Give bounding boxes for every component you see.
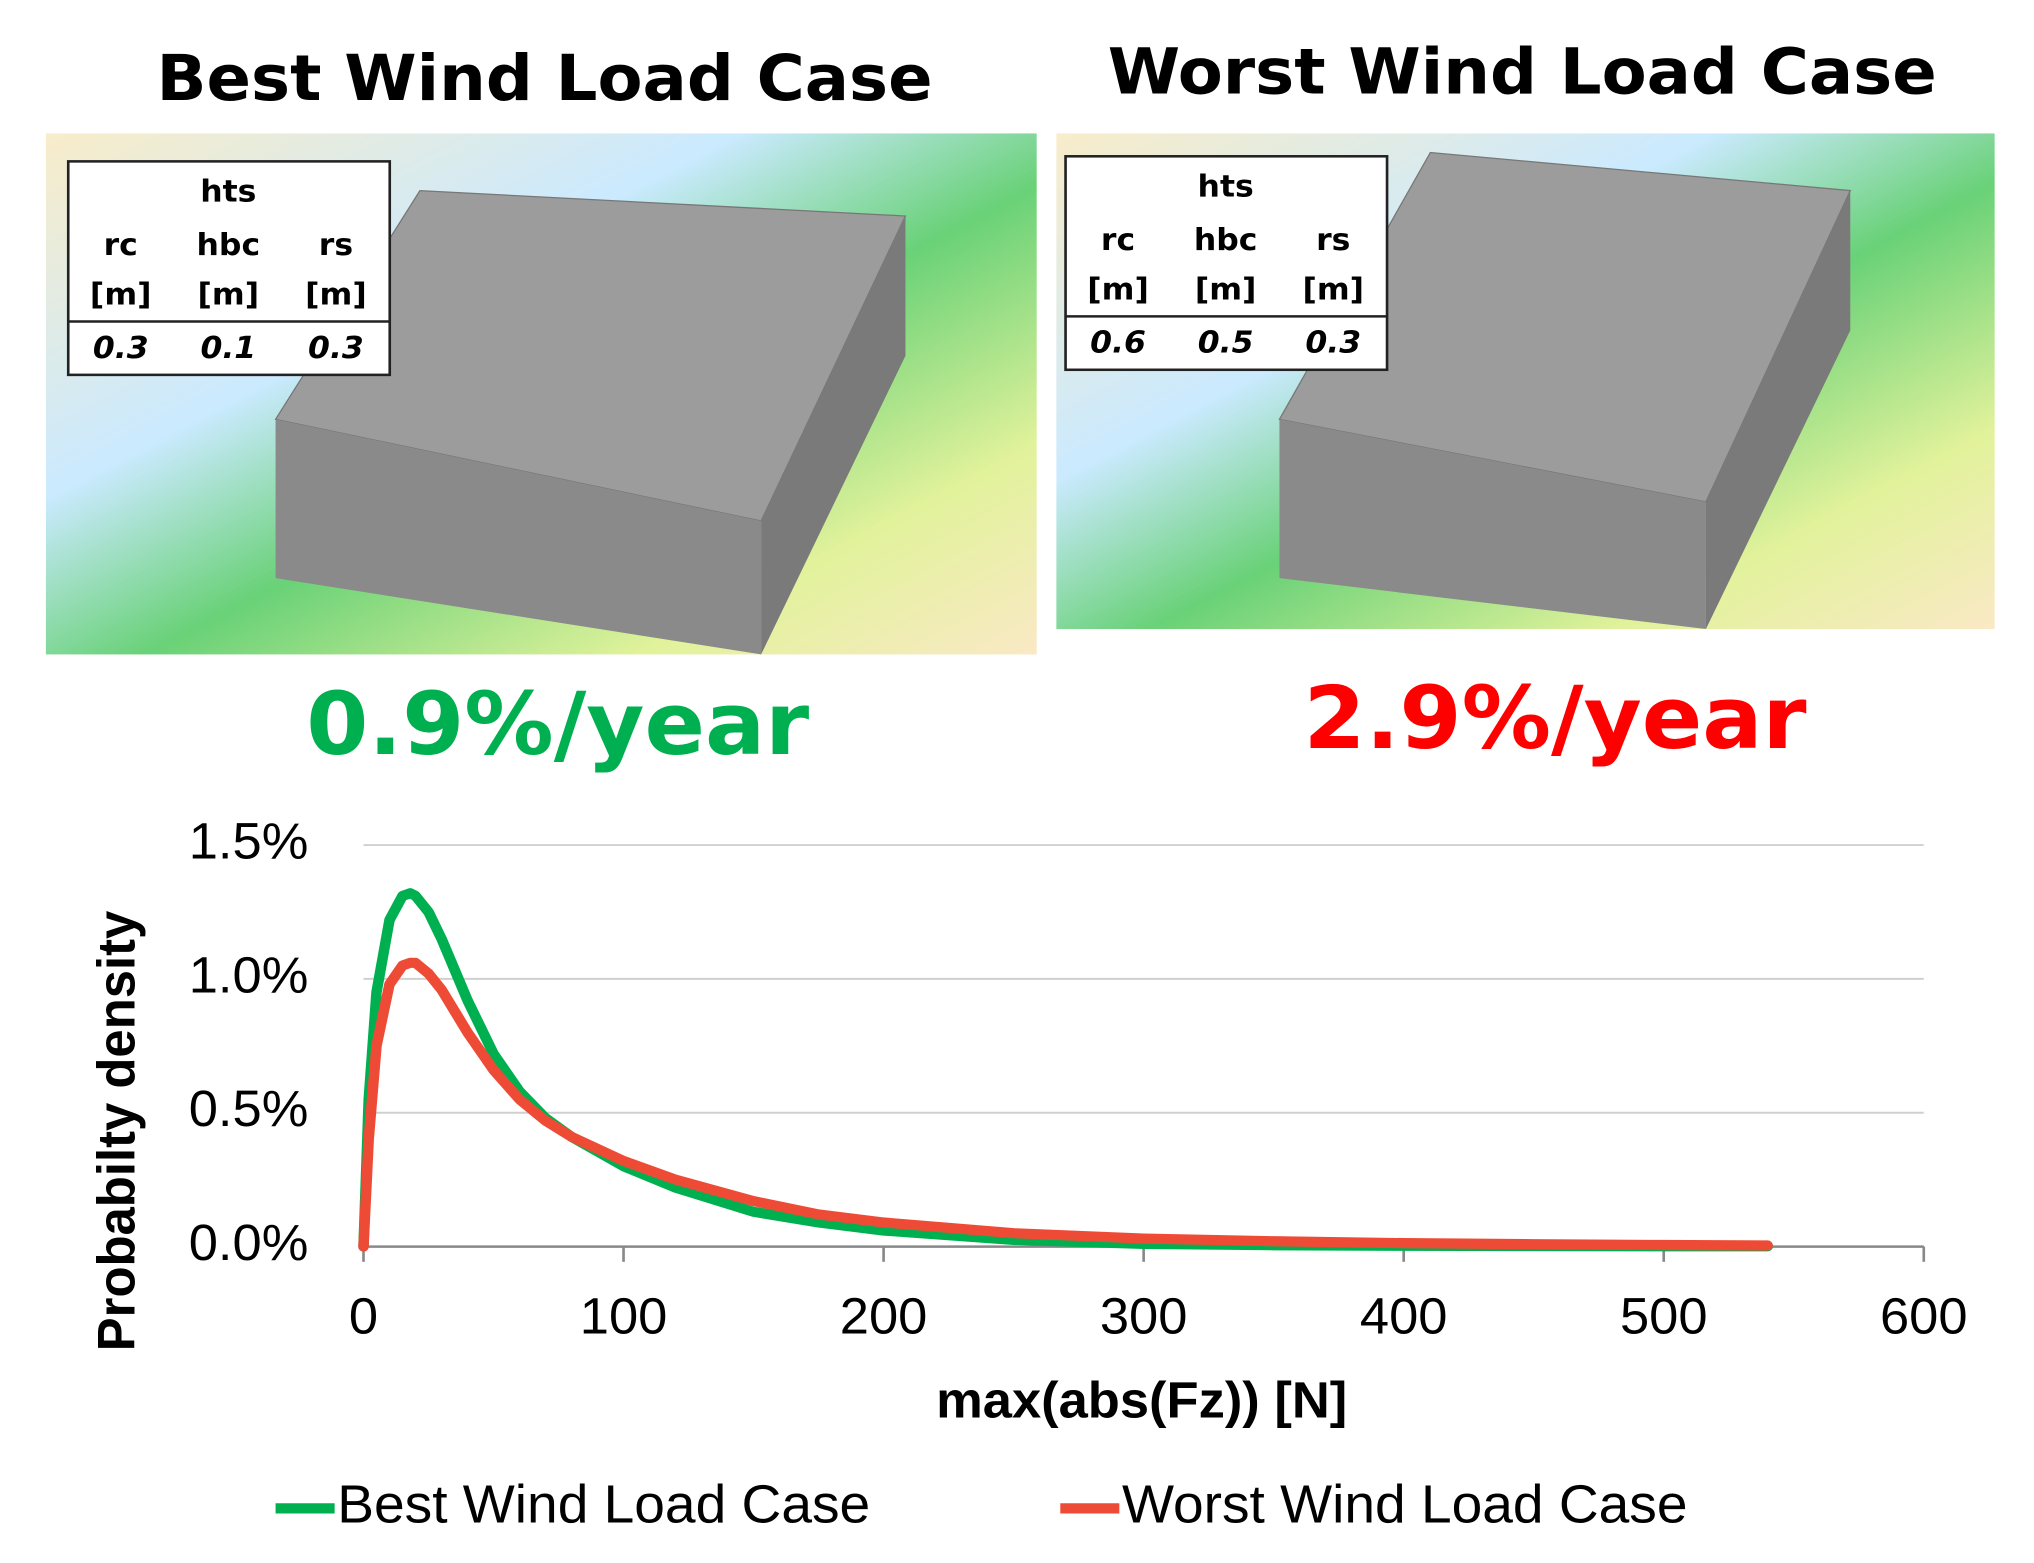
y-tick-label: 1.0% [189, 946, 309, 1003]
y-tick-label: 0.0% [189, 1214, 309, 1271]
y-axis-label: Probabilty density [87, 910, 146, 1351]
table-unit: [m] [305, 277, 367, 312]
table-unit: [m] [1087, 272, 1149, 307]
table-column: rc [1101, 222, 1135, 257]
table-value: 0.1 [200, 330, 256, 365]
table-unit: [m] [90, 277, 152, 312]
x-tick-label: 200 [840, 1287, 928, 1344]
panel-title: Best Wind Load Case [157, 42, 933, 116]
x-tick-label: 100 [580, 1287, 668, 1344]
table-group: hts [200, 174, 256, 209]
x-tick-label: 500 [1620, 1287, 1708, 1344]
figure: Best Wind Load Case hts rc [m] 0.3 hbc [m] 0.1 r… [0, 0, 2034, 1563]
series-line [363, 893, 1767, 1246]
x-tick-label: 600 [1880, 1287, 1968, 1344]
table-value: 0.3 [308, 330, 364, 365]
table-column: hbc [1194, 222, 1258, 257]
table-column: hbc [197, 227, 261, 262]
x-tick-label: 0 [349, 1287, 378, 1344]
rate: 2.9%/year [1304, 667, 1808, 768]
x-tick-label: 400 [1360, 1287, 1448, 1344]
table-column: rs [1316, 222, 1350, 257]
y-tick-label: 1.5% [189, 812, 309, 869]
table-value: 0.6 [1090, 325, 1146, 360]
x-tick-label: 300 [1100, 1287, 1188, 1344]
series-line [363, 963, 1767, 1247]
table-value: 0.5 [1198, 325, 1254, 360]
table-column: rc [104, 227, 138, 262]
legend-label: Best Wind Load Case [337, 1475, 870, 1534]
y-tick-label: 0.5% [189, 1080, 309, 1137]
table-value: 0.3 [93, 330, 149, 365]
legend-label: Worst Wind Load Case [1122, 1475, 1688, 1534]
table-group: hts [1198, 169, 1254, 204]
table-unit: [m] [1195, 272, 1257, 307]
table-column: rs [319, 227, 353, 262]
rate: 0.9%/year [306, 674, 810, 775]
table-unit: [m] [1302, 272, 1364, 307]
x-axis-label: max(abs(Fz)) [N] [936, 1371, 1347, 1428]
table-value: 0.3 [1305, 325, 1361, 360]
panel-title: Worst Wind Load Case [1108, 35, 1937, 109]
page: Best Wind Load Case hts rc [m] 0.3 hbc [m] 0.1 r… [0, 0, 2034, 1563]
table-unit: [m] [198, 277, 260, 312]
